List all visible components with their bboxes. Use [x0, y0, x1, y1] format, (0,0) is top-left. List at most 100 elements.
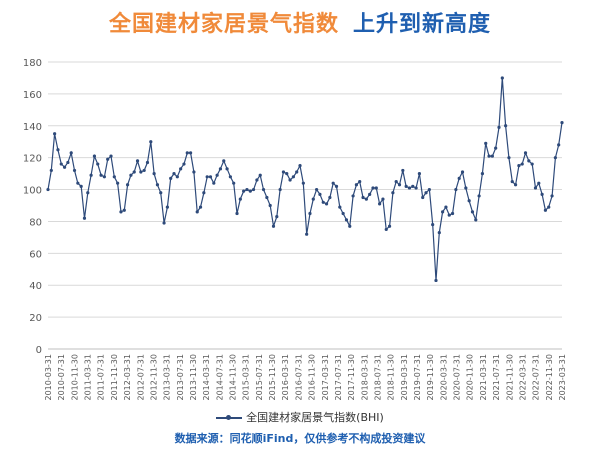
x-tick-label: 2018-07-31 — [373, 354, 382, 401]
data-point — [404, 184, 408, 188]
chart-legend: 全国建材家居景气指数(BHI) — [0, 409, 600, 425]
x-tick-label: 2019-03-31 — [400, 354, 409, 401]
data-point — [371, 186, 375, 190]
data-point — [142, 168, 146, 173]
x-tick-label: 2018-11-30 — [387, 354, 396, 401]
data-point — [344, 218, 349, 222]
data-point — [411, 184, 415, 188]
x-tick-label: 2022-03-31 — [518, 354, 527, 401]
data-point — [464, 186, 468, 190]
data-point — [149, 140, 153, 144]
y-tick-label: 160 — [23, 90, 42, 101]
series-points — [46, 76, 564, 283]
data-point — [169, 176, 173, 180]
x-tick-label: 2020-03-31 — [439, 354, 448, 401]
data-point — [56, 148, 60, 152]
data-point — [106, 157, 110, 161]
data-point — [467, 199, 471, 203]
data-point — [139, 170, 143, 174]
data-point — [212, 181, 216, 185]
data-point — [480, 172, 485, 176]
legend-line-marker-icon — [216, 414, 243, 422]
data-point — [328, 195, 332, 200]
data-point — [318, 192, 322, 196]
data-point — [437, 231, 441, 235]
data-point — [281, 170, 286, 174]
data-point — [192, 170, 196, 174]
x-tick-label: 2016-03-31 — [281, 354, 290, 401]
x-tick-label: 2013-07-31 — [176, 354, 185, 401]
data-point — [228, 175, 232, 179]
x-tick-label: 2015-07-31 — [255, 354, 264, 401]
data-point — [238, 197, 242, 201]
y-tick-label: 120 — [23, 154, 42, 165]
x-tick-label: 2021-11-30 — [505, 354, 514, 401]
data-point — [82, 216, 87, 220]
x-tick-label: 2013-03-31 — [163, 354, 172, 401]
data-point — [500, 76, 504, 80]
y-tick-label: 180 — [23, 58, 42, 69]
data-point — [145, 160, 150, 165]
data-point — [470, 210, 475, 214]
x-tick-label: 2010-11-30 — [70, 354, 79, 401]
data-point — [135, 159, 140, 163]
data-point — [188, 151, 193, 155]
data-point — [225, 167, 229, 171]
data-point — [172, 172, 176, 176]
data-point — [218, 167, 223, 171]
x-tick-label: 2016-07-31 — [294, 354, 303, 401]
x-tick-label: 2014-11-30 — [229, 354, 238, 401]
x-tick-label: 2019-07-31 — [413, 354, 422, 401]
data-point — [364, 197, 368, 201]
data-point — [510, 179, 514, 184]
data-point — [275, 215, 279, 219]
data-point — [162, 221, 166, 225]
data-point — [513, 183, 518, 187]
data-point — [109, 154, 113, 158]
data-point — [520, 162, 524, 166]
data-point — [450, 211, 455, 216]
data-point — [185, 151, 189, 155]
chart-gridlines — [48, 61, 562, 350]
data-point — [550, 194, 554, 198]
data-point — [271, 224, 276, 228]
data-point — [454, 187, 458, 192]
data-point — [547, 205, 551, 209]
data-point — [76, 181, 80, 185]
x-tick-label: 2018-03-31 — [360, 354, 369, 401]
x-tick-label: 2017-07-31 — [334, 354, 343, 401]
data-point — [291, 175, 295, 179]
x-tick-label: 2016-11-30 — [308, 354, 317, 401]
y-tick-label: 140 — [23, 122, 42, 133]
data-point — [407, 186, 412, 190]
series-line-group — [47, 77, 563, 281]
data-point — [116, 181, 120, 185]
x-tick-label: 2022-11-30 — [545, 354, 554, 401]
data-point — [96, 162, 100, 166]
data-point — [258, 173, 262, 177]
data-point — [537, 181, 541, 185]
data-point — [354, 183, 358, 187]
data-point — [59, 162, 63, 166]
y-axis-tick-labels: 0 20 40 60 80 100 120 140 160 180 — [23, 58, 42, 356]
data-point — [417, 172, 422, 176]
data-point — [374, 186, 378, 190]
data-point — [305, 232, 309, 236]
data-point — [421, 195, 425, 200]
data-point — [242, 189, 246, 193]
chart-title-accent: 上升到新高度 — [353, 12, 492, 37]
data-point — [295, 170, 299, 174]
x-tick-label: 2013-11-30 — [189, 354, 198, 401]
data-point — [215, 173, 219, 177]
data-point — [557, 143, 561, 147]
data-source-note: 数据来源：同花顺iFind，仅供参考不构成投资建议 — [174, 432, 426, 445]
data-point — [487, 154, 491, 158]
data-point — [434, 278, 438, 283]
data-point — [79, 184, 83, 188]
y-tick-label: 40 — [29, 281, 42, 292]
data-point — [92, 154, 97, 158]
data-point — [278, 187, 282, 192]
data-point — [132, 170, 136, 174]
data-point — [122, 208, 126, 212]
data-point — [490, 154, 494, 158]
